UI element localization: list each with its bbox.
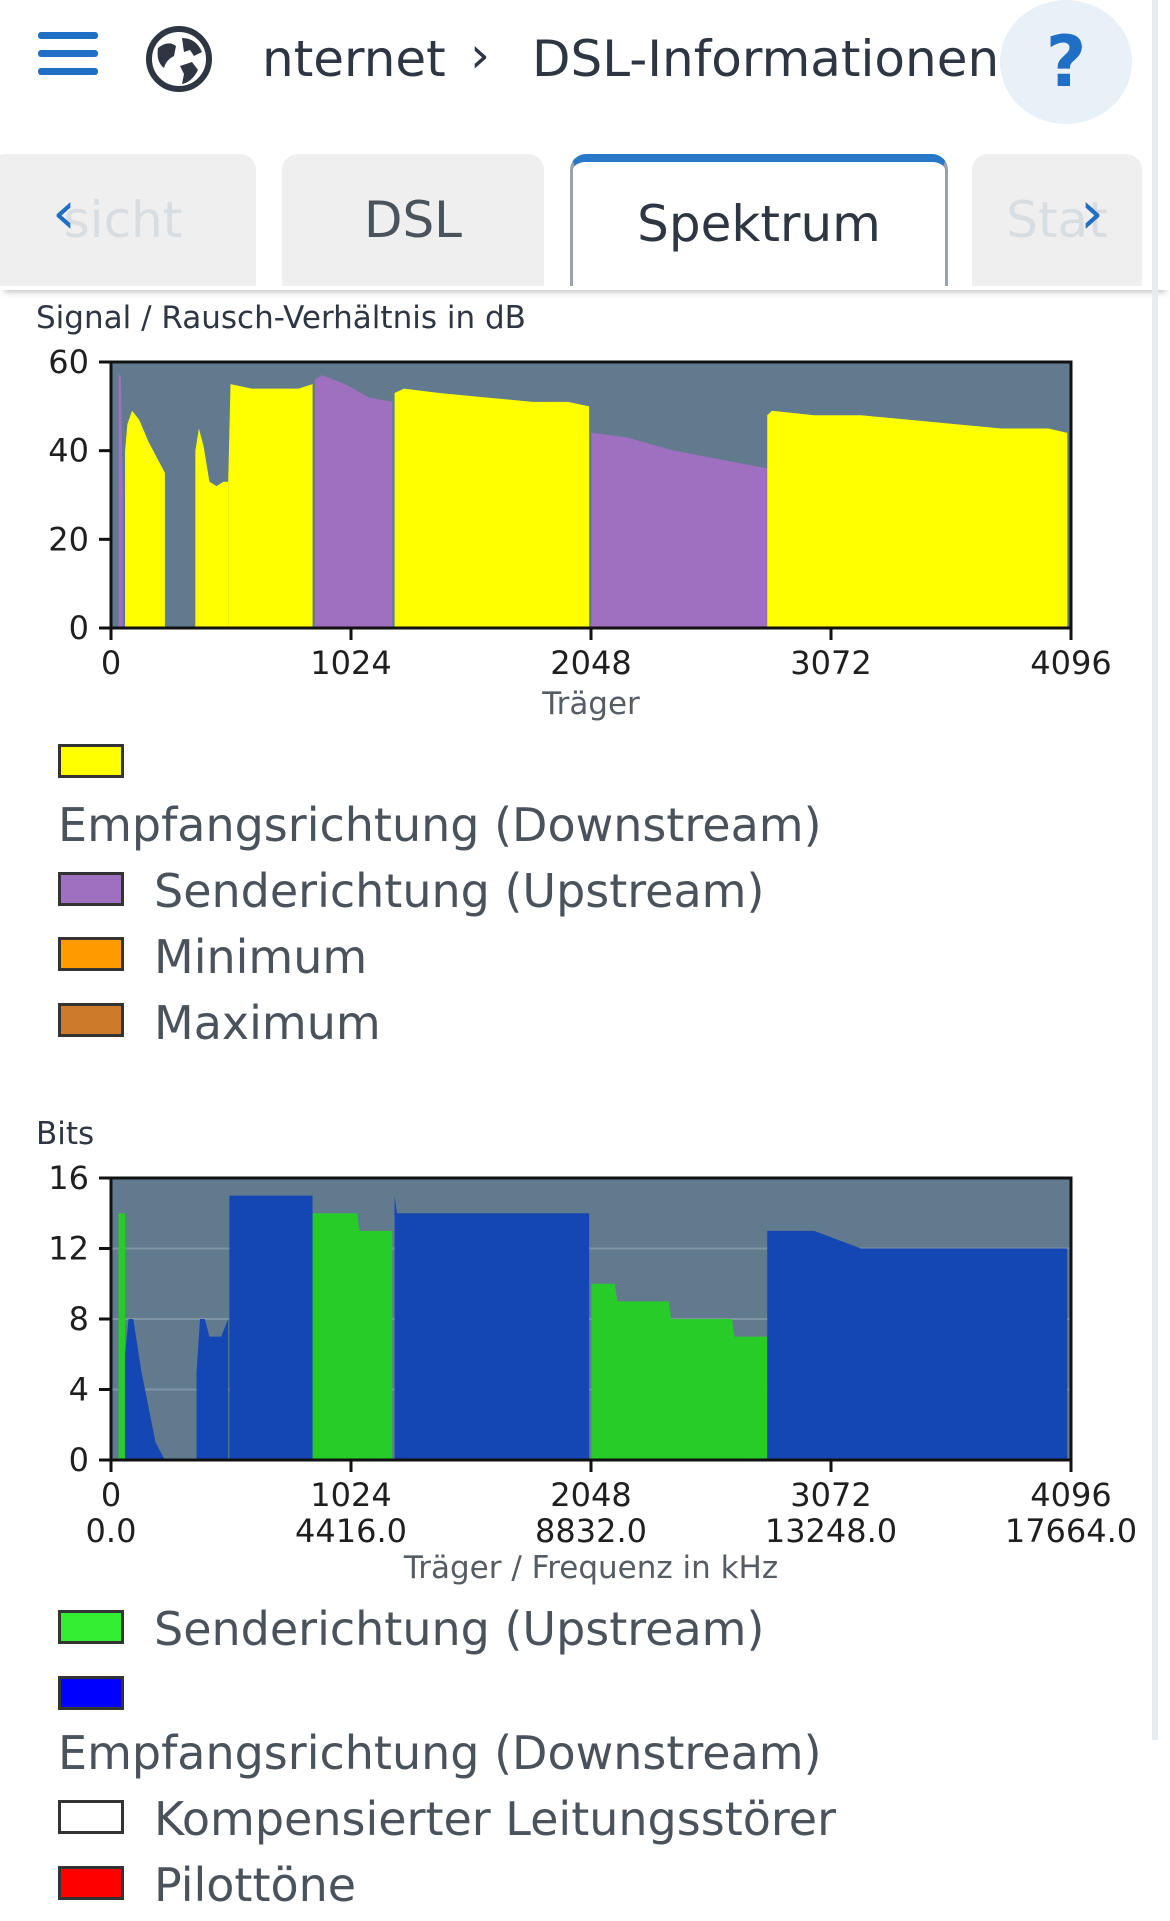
- bits-series-1-area-4: [767, 1230, 1068, 1460]
- snr-series-1-area-4: [767, 410, 1068, 628]
- snr-series-0-area-2: [591, 432, 768, 628]
- snr-series-1-area-0: [125, 410, 165, 628]
- snr-chart-title: Signal / Rausch-Verhältnis in dB: [36, 300, 526, 336]
- page-scrollbar[interactable]: [1152, 0, 1158, 1740]
- snr-series-0-area-1: [314, 375, 393, 628]
- bits-xtick-label: 2048: [550, 1476, 631, 1514]
- bits-xtick-freq-label: 13248.0: [765, 1512, 897, 1550]
- legend-label-bits-upstream: Senderichtung (Upstream): [154, 1602, 765, 1656]
- snr-ytick-label: 20: [48, 520, 89, 558]
- bits-xtick-freq-label: 0.0: [86, 1512, 137, 1550]
- snr-ytick-label: 60: [48, 343, 89, 381]
- bits-chart: 048121600.010244416.020488832.0307213248…: [48, 1160, 1137, 1586]
- legend-label-bits-downstream: Empfangsrichtung (Downstream): [58, 1726, 822, 1780]
- bits-ytick-label: 8: [69, 1300, 89, 1338]
- bits-xtick-label: 1024: [310, 1476, 391, 1514]
- snr-series-1-area-1: [195, 428, 229, 628]
- app-header: nternet › DSL-Informationen ?: [0, 0, 1170, 130]
- snr-series-1-area-2: [228, 384, 313, 628]
- bits-xtick-label: 3072: [790, 1476, 871, 1514]
- snr-xtick-label: 0: [101, 644, 121, 682]
- globe-icon: [146, 26, 212, 92]
- bits-xtick-freq-label: 17664.0: [1005, 1512, 1137, 1550]
- legend-swatch-minimum: [58, 937, 124, 971]
- legend-swatch-upstream: [58, 872, 124, 906]
- tab-bar: sicht DSL Spektrum Stat ‹ ›: [0, 130, 1170, 290]
- tab-statistik[interactable]: Stat: [972, 154, 1142, 286]
- snr-xtick-label: 1024: [310, 644, 391, 682]
- bits-chart-title: Bits: [36, 1116, 95, 1152]
- bits-series-1-area-3: [394, 1195, 590, 1460]
- legend-swatch-maximum: [58, 1003, 124, 1037]
- bits-xtick-freq-label: 8832.0: [535, 1512, 647, 1550]
- bits-xtick-label: 4096: [1030, 1476, 1111, 1514]
- bits-xtick-freq-label: 4416.0: [295, 1512, 407, 1550]
- chevron-left-icon[interactable]: ‹: [52, 178, 76, 248]
- bits-series-0-area-1: [312, 1213, 393, 1460]
- bits-x-axis-title: Träger / Frequenz in kHz: [403, 1550, 778, 1586]
- bits-ytick-label: 12: [48, 1230, 89, 1268]
- legend-label-downstream: Empfangsrichtung (Downstream): [58, 798, 822, 852]
- page-title: DSL-Informationen: [532, 30, 1000, 88]
- legend-label-compensated: Kompensierter Leitungsstörer: [154, 1792, 836, 1846]
- tab-spektrum[interactable]: Spektrum: [570, 154, 948, 286]
- snr-xtick-label: 4096: [1030, 644, 1111, 682]
- bits-ytick-label: 4: [69, 1371, 89, 1409]
- bits-series-1-area-2: [229, 1195, 313, 1460]
- help-button[interactable]: ?: [1000, 0, 1132, 124]
- tab-dsl[interactable]: DSL: [282, 154, 544, 286]
- legend-swatch-downstream: [58, 744, 124, 778]
- snr-ytick-label: 40: [48, 432, 89, 470]
- snr-ytick-label: 0: [69, 609, 89, 647]
- bits-series-0-area-0: [118, 1213, 126, 1460]
- bits-series-0-area-2: [591, 1283, 768, 1460]
- snr-series-0-area-0: [118, 375, 123, 628]
- breadcrumb-parent[interactable]: nternet: [262, 30, 446, 88]
- legend-swatch-pilot: [58, 1866, 124, 1900]
- snr-xtick-label: 2048: [550, 644, 631, 682]
- snr-series-1-area-3: [394, 388, 590, 628]
- bits-series-1-area-0: [125, 1319, 165, 1460]
- snr-x-axis-title: Träger: [541, 686, 640, 722]
- legend-swatch-compensated: [58, 1800, 124, 1834]
- legend-label-pilot: Pilottöne: [154, 1858, 357, 1912]
- legend-label-upstream: Senderichtung (Upstream): [154, 864, 765, 918]
- bits-ytick-label: 0: [69, 1441, 89, 1479]
- snr-chart: 0 20 40 60 0 1024 2048 3072 4096 Träger: [48, 343, 1111, 722]
- breadcrumb-separator-icon: ›: [470, 26, 490, 84]
- legend-label-minimum: Minimum: [154, 930, 368, 984]
- tab-overview[interactable]: sicht: [0, 154, 256, 286]
- snr-xtick-label: 3072: [790, 644, 871, 682]
- legend-swatch-bits-downstream: [58, 1676, 124, 1710]
- chevron-right-icon[interactable]: ›: [1080, 178, 1104, 248]
- bits-series-1-area-1: [196, 1319, 229, 1460]
- menu-icon[interactable]: [38, 32, 98, 76]
- legend-swatch-bits-upstream: [58, 1610, 124, 1644]
- bits-xtick-label: 0: [101, 1476, 121, 1514]
- legend-label-maximum: Maximum: [154, 996, 381, 1050]
- bits-ytick-label: 16: [48, 1160, 89, 1197]
